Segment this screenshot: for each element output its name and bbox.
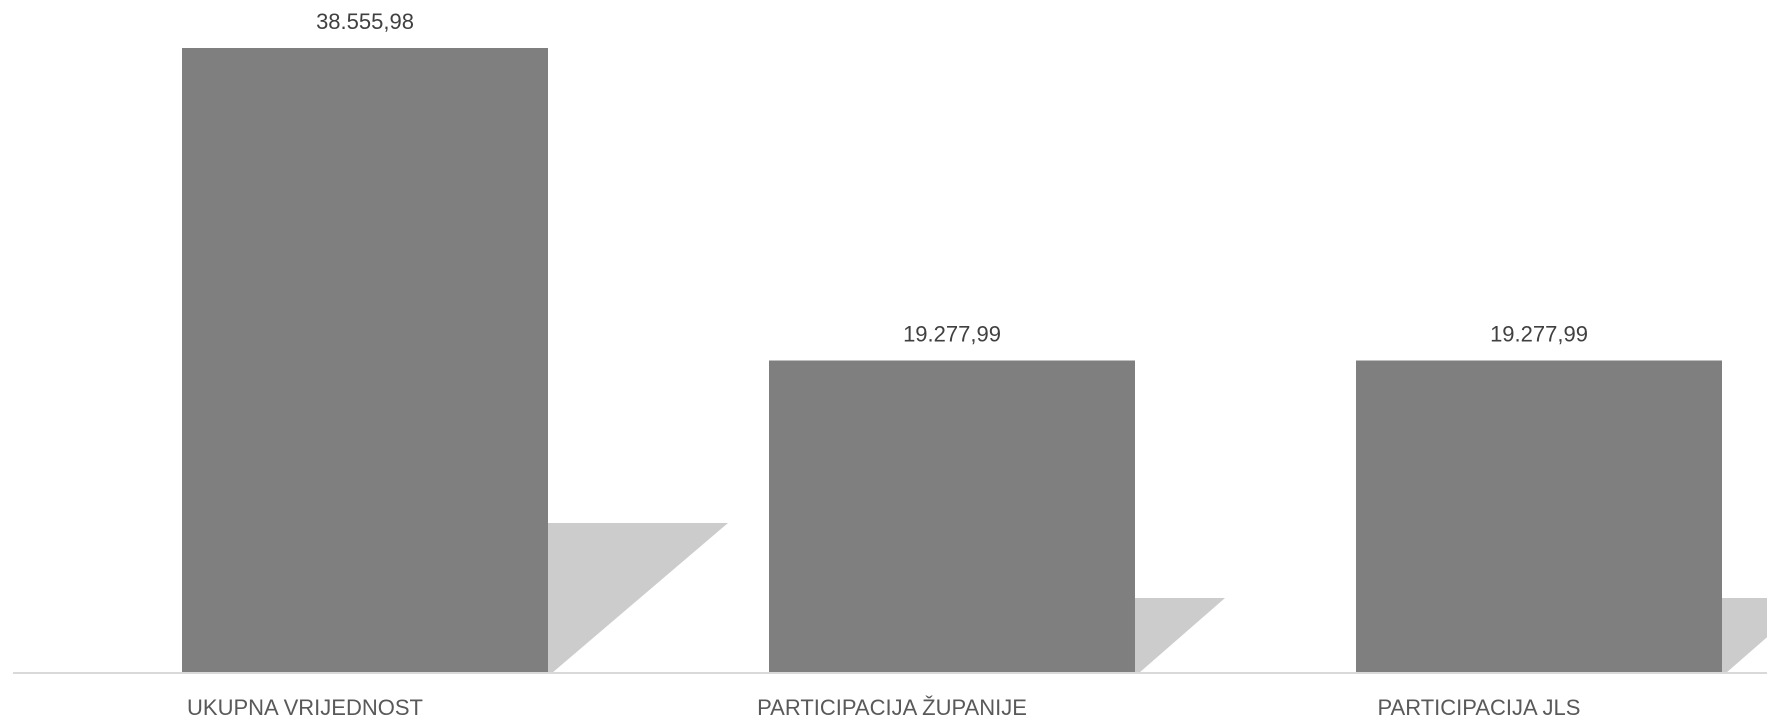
bar-shadow-ukupna-vrijednost: [548, 523, 728, 673]
bar-shadows: [548, 523, 1767, 673]
bar-shadow-participacija-zupanije: [1135, 598, 1225, 673]
bar-shadow-participacija-jls: [1722, 598, 1767, 673]
category-labels-group: UKUPNA VRIJEDNOST PARTICIPACIJA ŽUPANIJE P…: [187, 695, 1580, 720]
bar-ukupna-vrijednost: [182, 48, 548, 673]
data-label-participacija-zupanije: 19.277,99: [903, 322, 1001, 347]
data-label-participacija-jls: 19.277,99: [1490, 322, 1588, 347]
data-label-ukupna-vrijednost: 38.555,98: [316, 9, 414, 34]
bar-participacija-zupanije: [769, 360, 1135, 673]
category-label-participacija-zupanije: PARTICIPACIJA ŽUPANIJE: [757, 695, 1027, 720]
bar-participacija-jls: [1356, 360, 1722, 673]
category-label-ukupna-vrijednost: UKUPNA VRIJEDNOST: [187, 695, 423, 720]
category-label-participacija-jls: PARTICIPACIJA JLS: [1378, 695, 1581, 720]
data-labels-group: 38.555,98 19.277,99 19.277,99: [316, 9, 1588, 347]
bars-group: [182, 48, 1722, 673]
